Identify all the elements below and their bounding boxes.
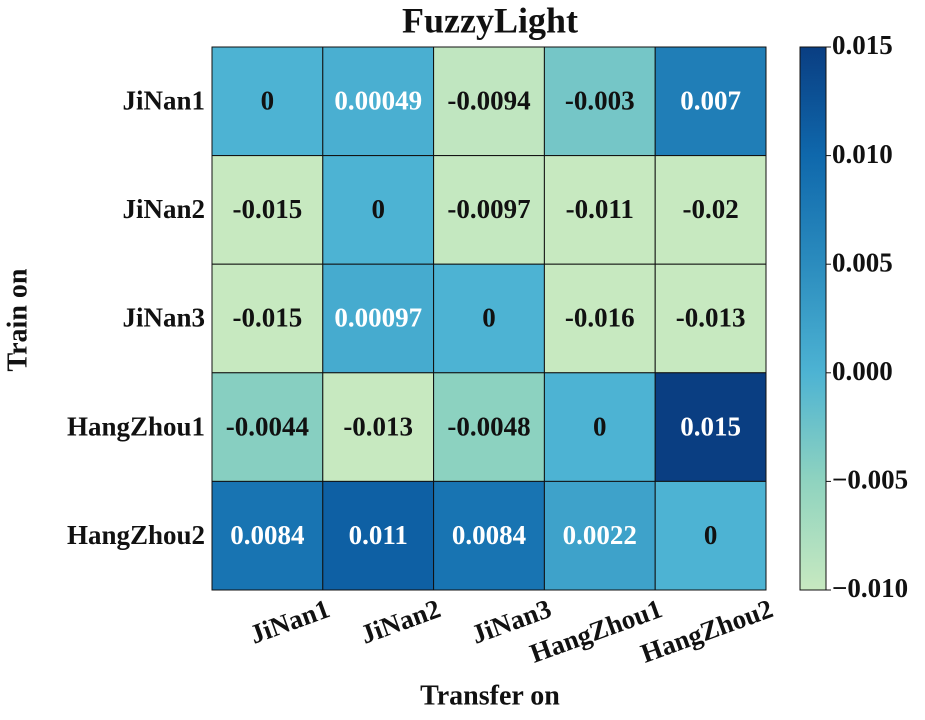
cell-label: -0.013 bbox=[676, 303, 746, 333]
y-tick-label: JiNan3 bbox=[122, 303, 205, 333]
y-tick-label: HangZhou2 bbox=[67, 520, 205, 550]
cell-label: 0 bbox=[593, 411, 607, 441]
heatmap-cell bbox=[543, 263, 656, 374]
heatmap-cell bbox=[322, 46, 435, 157]
colorbar-tick-label: −0.005 bbox=[832, 465, 908, 495]
cell-label: 0.00049 bbox=[334, 86, 422, 116]
colorbar-tick-label: 0.005 bbox=[832, 247, 893, 277]
cell-label: -0.015 bbox=[233, 194, 303, 224]
heatmap-cell bbox=[322, 372, 435, 482]
y-axis-label: Train on bbox=[2, 268, 33, 371]
heatmap-cell bbox=[211, 480, 324, 591]
cell-label: -0.0044 bbox=[226, 411, 309, 441]
heatmap-cell bbox=[654, 480, 767, 591]
heatmap-cell bbox=[543, 46, 656, 157]
x-tick-label: JiNan2 bbox=[357, 593, 445, 649]
cell-label: 0.0022 bbox=[563, 520, 637, 550]
heatmap-cell bbox=[433, 46, 545, 157]
cell-label: -0.003 bbox=[565, 86, 635, 116]
cell-label: 0 bbox=[482, 303, 496, 333]
heatmap-cell bbox=[211, 155, 324, 265]
y-tick-label: JiNan1 bbox=[122, 86, 205, 116]
x-axis-label: Transfer on bbox=[420, 680, 560, 711]
heatmap-cell bbox=[322, 263, 435, 374]
cell-label: 0.0084 bbox=[230, 520, 304, 550]
colorbar bbox=[799, 46, 827, 591]
cell-label: 0.007 bbox=[680, 86, 741, 116]
colorbar-tick-label: 0.015 bbox=[832, 30, 893, 60]
heatmap-cell bbox=[433, 372, 545, 482]
cell-label: -0.0048 bbox=[447, 411, 530, 441]
cell-label: -0.013 bbox=[343, 411, 413, 441]
x-tick-label: JiNan1 bbox=[246, 593, 334, 649]
cell-label: -0.015 bbox=[233, 303, 303, 333]
heatmap-cell bbox=[654, 263, 767, 374]
cell-label: -0.011 bbox=[566, 194, 634, 224]
heatmap-cell bbox=[433, 155, 545, 265]
cell-label: -0.0094 bbox=[447, 86, 530, 116]
heatmap-cell bbox=[654, 46, 767, 157]
colorbar-tick-label: −0.010 bbox=[832, 573, 908, 603]
cell-label: 0 bbox=[704, 520, 718, 550]
cell-label: 0.0084 bbox=[452, 520, 526, 550]
heatmap-cell bbox=[654, 372, 767, 482]
y-tick-label: HangZhou1 bbox=[67, 411, 205, 441]
y-tick-label: JiNan2 bbox=[122, 194, 205, 224]
cell-label: 0.00097 bbox=[334, 303, 422, 333]
heatmap-cell bbox=[211, 46, 324, 157]
cell-label: 0 bbox=[261, 86, 275, 116]
colorbar-tick-label: 0.000 bbox=[832, 356, 893, 386]
cell-label: -0.0097 bbox=[447, 194, 530, 224]
heatmap-cell bbox=[654, 155, 767, 265]
heatmap-cell bbox=[543, 372, 656, 482]
heatmap-cell bbox=[433, 263, 545, 374]
colorbar-tick-label: 0.010 bbox=[832, 139, 893, 169]
cell-label: -0.02 bbox=[682, 194, 738, 224]
heatmap-cell bbox=[211, 372, 324, 482]
cell-label: 0.015 bbox=[680, 411, 741, 441]
cell-label: 0.011 bbox=[349, 520, 408, 550]
cell-label: 0 bbox=[371, 194, 385, 224]
heatmap-cell bbox=[322, 480, 435, 591]
chart-title: FuzzyLight bbox=[402, 0, 578, 40]
heatmap-cell bbox=[433, 480, 545, 591]
cell-label: -0.016 bbox=[565, 303, 635, 333]
